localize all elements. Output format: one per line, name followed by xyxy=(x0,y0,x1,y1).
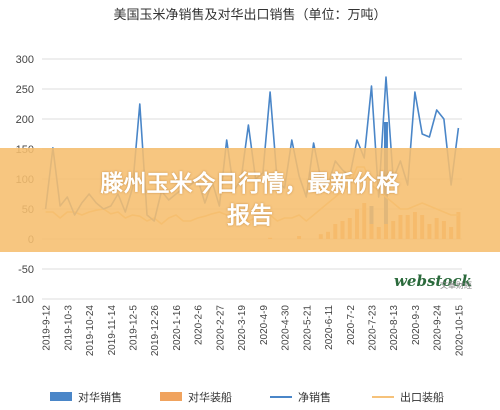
x-tick-label: 2020-6-11 xyxy=(324,305,335,350)
legend-swatch xyxy=(50,392,72,401)
overlay-banner xyxy=(0,148,500,252)
x-tick-label: 2019-10-24 xyxy=(85,305,96,357)
watermark-logo-text: webstock xyxy=(394,272,472,290)
x-tick-label: 2020-5-21 xyxy=(302,305,313,351)
x-axis-ticks: 2019-9-12 2019-10-3 2019-10-24 2019-11-14 20… xyxy=(42,305,466,357)
x-tick-label: 2020-2-27 xyxy=(215,305,226,351)
x-tick-label: 2020-8-13 xyxy=(389,305,400,351)
legend-line xyxy=(270,396,292,398)
overlay-headline-line1: 滕州玉米今日行情，最新价格 xyxy=(100,171,400,197)
chart-legend: 对华销售 对华装船 净销售 出口装船 xyxy=(0,388,500,406)
x-tick-label: 2020-2-6 xyxy=(194,305,205,345)
legend-label: 对华装船 xyxy=(188,392,232,404)
y-tick-label: 200 xyxy=(16,114,34,126)
x-tick-label: 2020-3-19 xyxy=(237,305,248,351)
overlay-headline[interactable]: 滕州玉米今日行情，最新价格 报告 xyxy=(40,168,460,232)
legend-label: 净销售 xyxy=(298,392,331,404)
x-tick-label: 2019-11-14 xyxy=(107,305,118,356)
watermark-logo: webstock 文華財經 xyxy=(394,272,474,298)
y-tick-label: 300 xyxy=(16,54,34,66)
x-tick-label: 2019-10-3 xyxy=(63,305,74,351)
y-tick-label: -50 xyxy=(18,264,34,276)
x-tick-label: 2020-9-24 xyxy=(433,305,444,351)
x-tick-label: 2020-1-16 xyxy=(172,305,183,351)
x-tick-label: 2019-12-26 xyxy=(150,305,161,357)
overlay-headline-line2: 报告 xyxy=(227,203,273,229)
legend-line xyxy=(372,396,394,398)
chart-title: 美国玉米净销售及对华出口销售（单位：万吨） xyxy=(113,7,387,22)
x-tick-label: 2020-9-3 xyxy=(411,305,422,345)
x-tick-label: 2020-7-23 xyxy=(367,305,378,351)
legend-label: 对华销售 xyxy=(78,392,122,404)
watermark-subtitle: 文華財經 xyxy=(440,281,472,290)
x-tick-label: 2020-4-9 xyxy=(259,305,270,345)
x-tick-label: 2019-12-5 xyxy=(129,305,140,351)
x-tick-label: 2020-7-2 xyxy=(346,305,357,345)
x-tick-label: 2020-4-30 xyxy=(281,305,292,351)
x-tick-label: 2020-10-15 xyxy=(454,305,465,357)
y-tick-label: 250 xyxy=(16,84,34,96)
legend-label: 出口装船 xyxy=(400,392,444,404)
x-tick-label: 2019-9-12 xyxy=(42,305,53,351)
y-tick-label: -100 xyxy=(12,294,34,306)
legend-swatch xyxy=(160,392,182,401)
